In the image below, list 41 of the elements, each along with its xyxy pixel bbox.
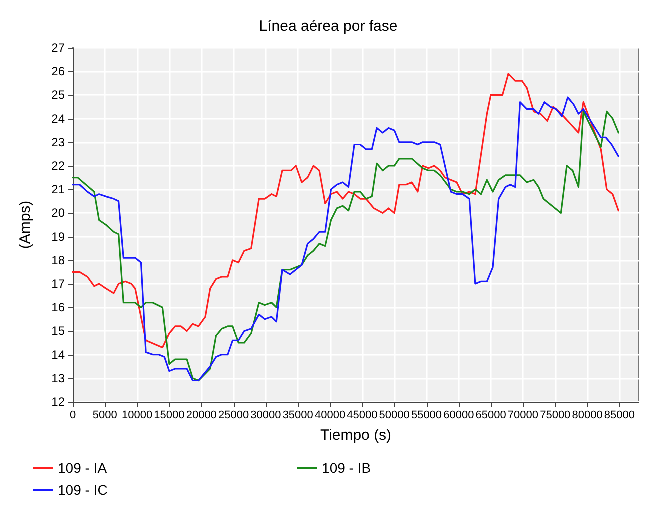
x-tick-label: 55000 [411,410,442,422]
x-tick-label: 15000 [154,410,185,422]
x-tick-label: 45000 [347,410,378,422]
legend-label: 109 - IB [322,460,372,476]
line-series [72,73,620,349]
x-tick-label: 35000 [282,410,314,422]
legend-label: 109 - IC [58,482,108,498]
x-tick-label: 25000 [218,410,250,422]
x-tick-label: 85000 [604,410,635,422]
x-tick-label: 40000 [314,410,346,422]
x-tick-label: 60000 [444,410,474,422]
x-tick-label: 75000 [540,410,571,422]
y-axis-title: (Amps) [17,200,34,250]
x-tick-label: 70000 [508,410,539,422]
y-tick-label: 21 [52,182,66,197]
y-tick-label: 14 [52,348,66,362]
y-tick-label: 24 [52,112,66,126]
y-tick-label: 20 [52,206,66,220]
x-tick-label: 50000 [379,410,410,422]
y-tick-label: 12 [52,395,66,409]
x-tick-label: 20000 [186,410,217,422]
x-axis-title: Tiempo (s) [320,427,392,444]
chart-title: Línea aérea por fase [259,18,398,35]
y-tick-label: 22 [52,159,66,173]
y-tick-label: 19 [52,230,66,244]
x-tick-label: 30000 [250,410,282,422]
y-tick-label: 17 [52,277,66,291]
y-tick-label: 25 [52,88,66,102]
x-tick-label: 65000 [476,410,506,422]
y-tick-label: 18 [52,253,66,268]
legend-label: 109 - IA [58,460,108,476]
x-tick-label: 5000 [92,410,118,422]
x-tick-label: 10000 [122,410,153,422]
y-tick-label: 13 [52,371,66,386]
y-tick-label: 27 [52,41,66,55]
y-tick-label: 23 [52,135,66,150]
y-tick-label: 26 [52,64,66,79]
y-tick-label: 16 [52,300,66,315]
x-tick-label: 0 [70,410,76,422]
y-tick-label: 15 [52,324,66,338]
x-tick-label: 80000 [572,410,603,422]
